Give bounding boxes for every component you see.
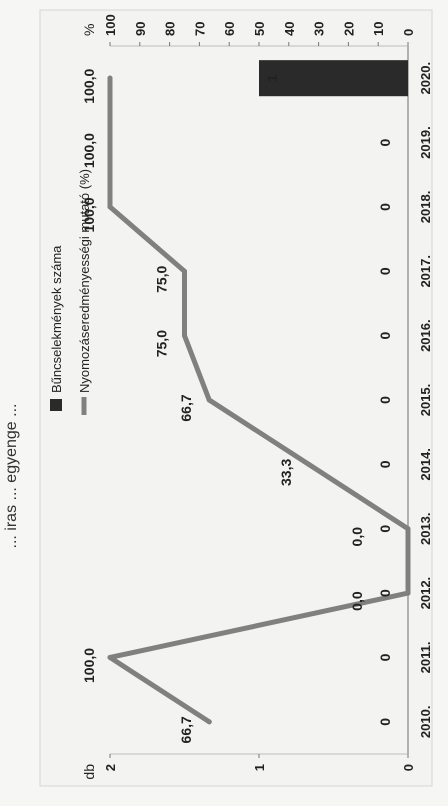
line-point xyxy=(182,268,187,274)
line-point xyxy=(206,397,212,403)
line-data-label: 33,3 xyxy=(278,459,294,486)
x-tick-label: 2017. xyxy=(418,255,433,288)
right-axis-tick: 50 xyxy=(252,22,267,36)
line-data-label: 100,0 xyxy=(81,68,97,103)
right-axis-tick: 40 xyxy=(282,22,297,36)
x-tick-label: 2012. xyxy=(418,577,433,610)
line-point xyxy=(107,654,113,660)
line-point xyxy=(107,140,113,146)
x-tick-label: 2013. xyxy=(418,512,433,545)
line-point xyxy=(405,590,411,596)
left-axis-tick: 2 xyxy=(103,764,118,771)
x-tick-label: 2010. xyxy=(418,706,433,739)
line-point xyxy=(405,526,411,532)
line-point xyxy=(206,719,212,725)
line-data-label: 75,0 xyxy=(154,330,170,357)
right-axis-tick: 90 xyxy=(133,22,148,36)
line-data-label: 66,7 xyxy=(178,394,194,421)
plot-area xyxy=(39,9,433,787)
legend-label-line: Nyomozáseredményességi mutató (%) xyxy=(77,169,92,393)
line-data-label: 100,0 xyxy=(81,197,97,232)
bar-data-label: 0 xyxy=(377,718,393,726)
x-tick-label: 2020. xyxy=(418,62,433,95)
left-axis-tick: 1 xyxy=(252,764,267,771)
legend-label-bar: Bűncselekmények száma xyxy=(49,245,64,393)
x-tick-label: 2019. xyxy=(418,126,433,159)
bar xyxy=(259,60,408,97)
x-tick-label: 2016. xyxy=(418,319,433,352)
line-point xyxy=(182,333,187,339)
bar-data-label: 0 xyxy=(377,203,393,211)
line-data-label: 100,0 xyxy=(81,133,97,168)
legend-swatch-bar xyxy=(50,399,62,411)
bar-data-label: 0 xyxy=(377,267,393,275)
line-point xyxy=(107,204,113,210)
right-axis-tick: 10 xyxy=(371,22,386,36)
bar-data-label: 0 xyxy=(377,396,393,404)
left-axis-unit: db xyxy=(81,764,97,780)
left-axis-tick: 0 xyxy=(401,764,416,771)
x-tick-label: 2015. xyxy=(418,384,433,417)
line-data-label: 66,7 xyxy=(178,716,194,743)
x-tick-label: 2018. xyxy=(418,191,433,224)
x-tick-label: 2011. xyxy=(418,642,433,674)
line-data-label: 75,0 xyxy=(154,265,170,292)
bar-data-label: 0 xyxy=(377,525,393,533)
bar-data-label: 1 xyxy=(264,74,280,82)
bar-data-label: 0 xyxy=(377,332,393,340)
bar-data-label: 0 xyxy=(377,589,393,597)
right-axis-unit: % xyxy=(81,24,97,36)
right-axis-tick: 30 xyxy=(312,22,327,36)
line-point xyxy=(107,75,113,81)
line-data-label: 0,0 xyxy=(349,591,365,611)
line-point xyxy=(306,461,312,467)
bar-data-label: 0 xyxy=(377,460,393,468)
right-axis-tick: 20 xyxy=(341,22,356,36)
right-axis-tick: 0 xyxy=(401,29,416,36)
x-tick-label: 2014. xyxy=(418,448,433,481)
bar-data-label: 0 xyxy=(377,138,393,146)
chart-title-fragment: ... iras ... egyenge ... xyxy=(3,404,20,549)
bar-data-label: 0 xyxy=(377,653,393,661)
right-axis-tick: 70 xyxy=(192,22,207,36)
right-axis-tick: 100 xyxy=(103,14,118,36)
line-data-label: 100,0 xyxy=(81,648,97,683)
line-data-label: 0,0 xyxy=(349,527,365,547)
right-axis-tick: 80 xyxy=(163,22,178,36)
right-axis-tick: 60 xyxy=(222,22,237,36)
